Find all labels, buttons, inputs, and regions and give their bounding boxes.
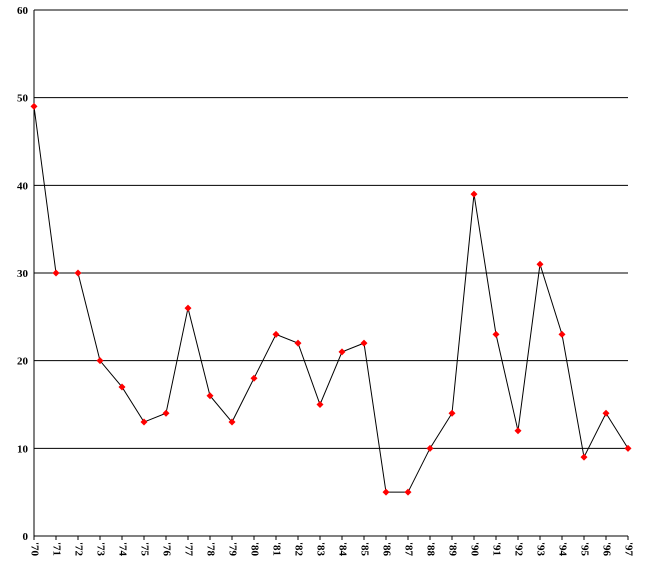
x-tick-label: '89 [446,542,458,557]
x-tick-label: '83 [314,542,326,557]
y-tick-label: 0 [23,531,29,543]
x-tick-label: '86 [380,542,392,557]
x-tick-label: '95 [578,542,590,557]
y-tick-label: 60 [17,5,29,17]
data-point [272,330,280,338]
y-tick-label: 40 [17,180,29,192]
data-point [580,453,588,461]
x-tick-label: '87 [402,542,414,557]
x-tick-label: '71 [50,542,62,556]
x-tick-label: '74 [116,542,128,557]
data-point [558,330,566,338]
x-tick-label: '77 [182,542,194,557]
x-tick-label: '72 [72,542,84,557]
x-tick-label: '84 [336,542,348,557]
x-tick-label: '79 [226,542,238,557]
x-tick-label: '85 [358,542,370,557]
data-point [250,374,258,382]
data-point [404,488,412,496]
data-point [514,427,522,435]
data-point [228,418,236,426]
x-tick-label: '90 [468,542,480,557]
x-tick-label: '97 [622,542,634,557]
data-point [602,409,610,417]
x-tick-label: '88 [424,542,436,557]
data-point [470,190,478,198]
data-point [492,330,500,338]
data-point [294,339,302,347]
series-line [33,106,629,493]
x-tick-label: '96 [600,542,612,557]
data-point [338,348,346,356]
data-point [52,269,60,277]
data-point [624,444,632,452]
data-point [382,488,390,496]
x-tick-label: '93 [534,542,546,557]
x-tick-label: '91 [490,542,502,556]
y-tick-label: 50 [17,93,29,105]
data-point [536,260,544,268]
x-tick-label: '81 [270,542,282,556]
x-tick-label: '73 [94,542,106,557]
x-tick-label: '75 [138,542,150,557]
x-tick-label: '82 [292,542,304,557]
data-point [184,304,192,312]
data-point [74,269,82,277]
data-point [118,383,126,391]
data-point [316,401,324,408]
x-tick-label: '92 [512,542,524,557]
data-point [96,357,104,365]
x-tick-label: '70 [28,542,40,557]
x-tick-label: '78 [204,542,216,557]
data-point [448,409,456,417]
x-tick-label: '94 [556,542,568,557]
data-point [206,392,214,400]
y-tick-label: 30 [17,268,29,280]
y-tick-label: 20 [17,356,29,368]
y-tick-label: 10 [17,443,29,455]
data-point [30,102,38,110]
x-tick-label: '80 [248,542,260,557]
data-point [426,444,434,452]
data-point [360,339,368,347]
data-point [140,418,148,426]
data-point [162,409,170,417]
x-tick-label: '76 [160,542,172,557]
